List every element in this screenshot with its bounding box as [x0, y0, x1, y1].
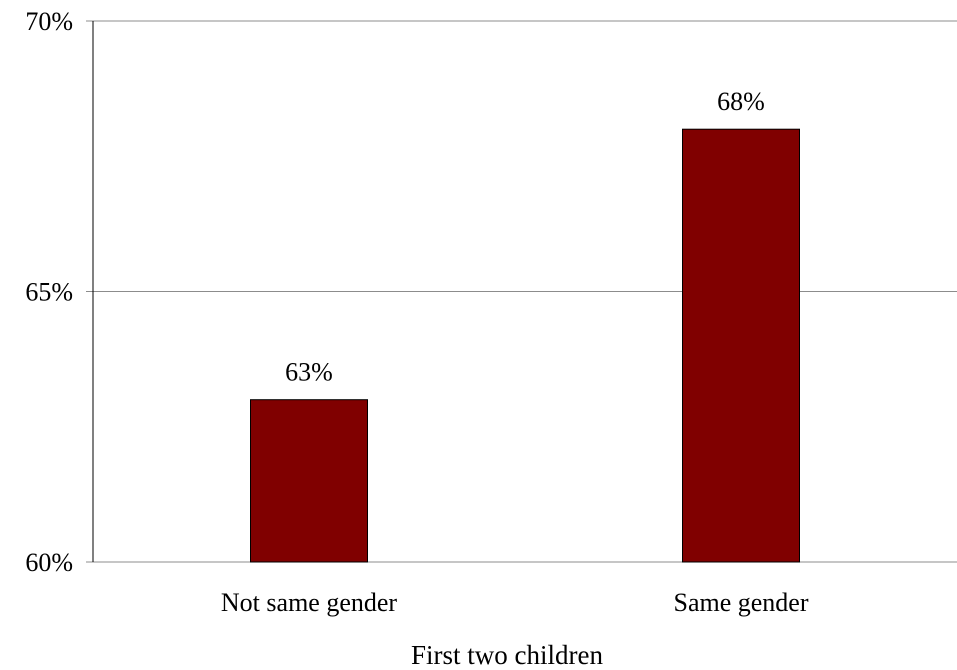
bars	[250, 128, 800, 563]
data-label: 63%	[285, 358, 333, 387]
bar	[250, 399, 368, 563]
gridlines	[86, 20, 957, 563]
y-tick-label: 70%	[25, 7, 73, 36]
x-axis-title: First two children	[411, 640, 603, 670]
y-tick-label: 65%	[25, 278, 73, 307]
x-axis-categories: Not same gender Same gender	[221, 588, 809, 617]
data-label: 68%	[717, 87, 765, 116]
y-axis-ticks: 60% 65% 70%	[25, 7, 73, 577]
x-category-label: Same gender	[673, 588, 808, 617]
bar	[682, 128, 800, 563]
y-tick-label: 60%	[25, 548, 73, 577]
x-category-label: Not same gender	[221, 588, 398, 617]
data-labels: 63% 68%	[285, 87, 765, 387]
